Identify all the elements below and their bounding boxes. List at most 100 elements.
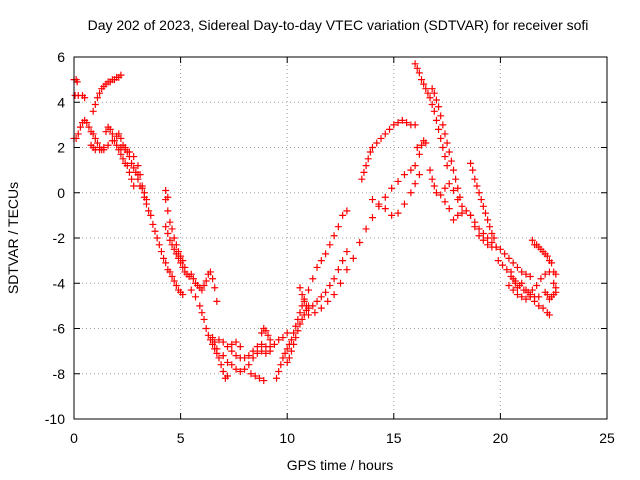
data-point	[76, 123, 84, 131]
data-point	[326, 241, 334, 249]
data-point	[420, 80, 428, 88]
data-point	[522, 295, 530, 303]
data-point	[153, 234, 161, 242]
data-point	[430, 182, 438, 190]
data-point	[283, 358, 291, 366]
data-point	[187, 270, 195, 278]
data-point	[81, 94, 89, 102]
data-point	[364, 155, 372, 163]
data-point	[85, 123, 93, 131]
y-tick-label: -4	[53, 275, 66, 291]
data-point	[130, 164, 138, 172]
data-point	[526, 291, 534, 299]
data-point	[513, 284, 521, 292]
data-point	[339, 257, 347, 265]
data-point	[217, 361, 225, 369]
data-point	[447, 157, 455, 165]
data-point	[224, 372, 232, 380]
data-point	[258, 329, 266, 337]
data-point	[479, 236, 487, 244]
data-point	[113, 141, 121, 149]
data-point	[432, 189, 440, 197]
data-point	[74, 130, 82, 138]
data-point	[484, 234, 492, 242]
data-point	[430, 107, 438, 115]
data-point	[422, 139, 430, 147]
data-point	[213, 297, 221, 305]
data-point	[260, 377, 268, 385]
data-point	[488, 229, 496, 237]
data-point	[471, 175, 479, 183]
data-point	[166, 268, 174, 276]
data-point	[411, 180, 419, 188]
data-point	[83, 119, 91, 127]
data-point	[415, 150, 423, 158]
y-tick-label: -2	[53, 230, 66, 246]
data-point	[170, 277, 178, 285]
data-point	[484, 241, 492, 249]
data-point	[89, 130, 97, 138]
data-point	[349, 254, 357, 262]
data-point	[266, 336, 274, 344]
data-point	[377, 134, 385, 142]
data-point	[418, 76, 426, 84]
data-point	[475, 189, 483, 197]
data-point	[330, 232, 338, 240]
data-point	[469, 166, 477, 174]
data-point	[266, 347, 274, 355]
data-point	[170, 245, 178, 253]
data-point	[362, 225, 370, 233]
data-point	[162, 186, 170, 194]
data-point	[418, 141, 426, 149]
data-point	[160, 254, 168, 262]
data-point	[428, 85, 436, 93]
data-point	[264, 331, 272, 339]
data-point	[102, 128, 110, 136]
data-point	[196, 302, 204, 310]
data-point	[339, 211, 347, 219]
data-point	[128, 175, 136, 183]
data-point	[245, 361, 253, 369]
data-point	[499, 261, 507, 269]
data-point	[441, 184, 449, 192]
data-point	[117, 71, 125, 79]
data-point	[394, 177, 402, 185]
data-point	[292, 322, 300, 330]
data-point	[437, 134, 445, 142]
data-point	[209, 275, 217, 283]
data-point	[181, 263, 189, 271]
data-point	[275, 367, 283, 375]
data-point	[426, 166, 434, 174]
data-point	[449, 186, 457, 194]
data-point	[398, 116, 406, 124]
data-point	[545, 311, 553, 319]
data-point	[179, 291, 187, 299]
data-point	[111, 137, 119, 145]
data-point	[140, 193, 148, 201]
data-point	[123, 162, 131, 170]
data-point	[262, 327, 270, 335]
data-point	[117, 134, 125, 142]
x-tick-label: 20	[493, 430, 509, 446]
data-point	[215, 336, 223, 344]
data-point	[411, 60, 419, 68]
data-point	[249, 347, 257, 355]
data-point	[285, 354, 293, 362]
data-point	[236, 367, 244, 375]
data-point	[522, 270, 530, 278]
data-point	[441, 198, 449, 206]
data-point	[496, 245, 504, 253]
data-point	[443, 162, 451, 170]
data-point	[430, 89, 438, 97]
data-point	[535, 293, 543, 301]
data-point	[168, 272, 176, 280]
data-point	[522, 286, 530, 294]
data-point	[494, 257, 502, 265]
data-point	[388, 211, 396, 219]
data-point	[403, 119, 411, 127]
data-point	[164, 207, 172, 215]
data-point	[317, 293, 325, 301]
data-point	[435, 103, 443, 111]
data-point	[337, 279, 344, 287]
data-point	[422, 85, 430, 93]
